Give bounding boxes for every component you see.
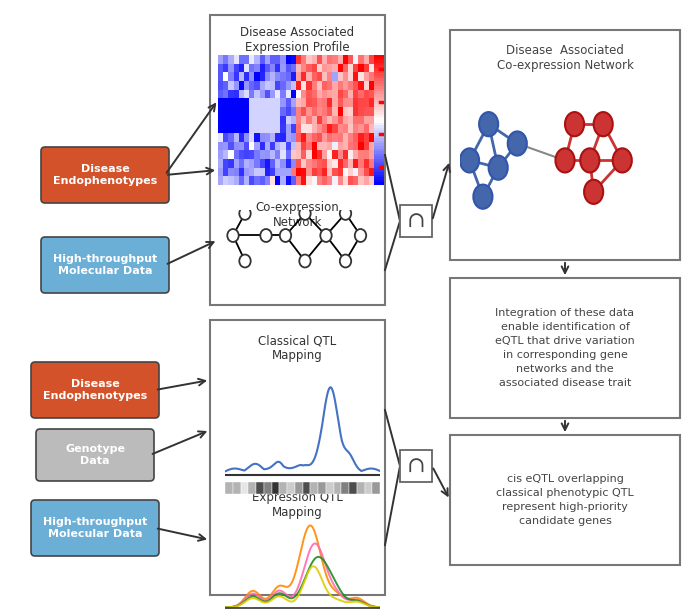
Bar (225, 481, 232, 494)
Bar (279, 481, 287, 494)
Bar (450, 278, 680, 418)
Circle shape (580, 148, 599, 172)
Text: cis eQTL overlapping
classical phenotypic QTL
represent high-priority
candidate : cis eQTL overlapping classical phenotypi… (496, 474, 634, 526)
Bar (333, 481, 342, 494)
FancyBboxPatch shape (41, 147, 169, 203)
Text: Integration of these data
enable identification of
eQTL that drive variation
in : Integration of these data enable identif… (495, 308, 635, 388)
Circle shape (239, 255, 251, 268)
Circle shape (321, 229, 332, 242)
Circle shape (340, 207, 351, 220)
Text: Disease
Endophenotypes: Disease Endophenotypes (53, 164, 157, 186)
Circle shape (612, 148, 632, 172)
FancyBboxPatch shape (41, 237, 169, 293)
Circle shape (508, 131, 527, 156)
Bar (349, 481, 357, 494)
Bar (241, 481, 248, 494)
Circle shape (556, 148, 575, 172)
Circle shape (479, 112, 498, 136)
Circle shape (460, 148, 479, 172)
Bar (210, 320, 385, 595)
Text: Expression QTL
Mapping: Expression QTL Mapping (252, 491, 343, 519)
Bar (326, 481, 333, 494)
FancyBboxPatch shape (31, 500, 159, 556)
Text: Disease  Associated
Co-expression Network: Disease Associated Co-expression Network (496, 44, 634, 72)
Text: High-throughput
Molecular Data: High-throughput Molecular Data (43, 517, 147, 539)
Text: Genotype
Data: Genotype Data (65, 444, 125, 466)
Text: Disease Associated
Expression Profile: Disease Associated Expression Profile (240, 26, 355, 54)
Circle shape (239, 207, 251, 220)
Circle shape (473, 185, 493, 209)
Bar (400, 205, 432, 237)
Bar (372, 481, 380, 494)
Bar (357, 481, 365, 494)
Text: ∩: ∩ (407, 455, 426, 477)
Circle shape (489, 156, 508, 180)
Bar (302, 481, 310, 494)
FancyBboxPatch shape (36, 429, 154, 481)
Bar (365, 481, 372, 494)
Bar (248, 481, 256, 494)
FancyBboxPatch shape (31, 362, 159, 418)
Bar (264, 481, 272, 494)
Circle shape (355, 229, 366, 242)
Bar (342, 481, 349, 494)
Bar (318, 481, 326, 494)
Bar (450, 435, 680, 565)
Circle shape (280, 229, 291, 242)
Circle shape (340, 255, 351, 268)
Bar (256, 481, 264, 494)
Bar (272, 481, 279, 494)
Bar (287, 481, 295, 494)
Circle shape (300, 207, 311, 220)
Circle shape (594, 112, 612, 136)
Circle shape (260, 229, 272, 242)
Bar (310, 481, 318, 494)
Bar (295, 481, 302, 494)
Text: Disease
Endophenotypes: Disease Endophenotypes (43, 379, 147, 401)
Text: ∩: ∩ (407, 210, 426, 232)
Bar (400, 450, 432, 482)
Circle shape (584, 180, 603, 204)
Circle shape (228, 229, 239, 242)
Circle shape (565, 112, 584, 136)
Text: High-throughput
Molecular Data: High-throughput Molecular Data (53, 254, 157, 276)
Bar (232, 481, 241, 494)
Circle shape (300, 255, 311, 268)
Text: Classical QTL
Mapping: Classical QTL Mapping (258, 334, 337, 362)
Text: Co-expression
Network: Co-expression Network (256, 201, 340, 229)
Bar (450, 30, 680, 260)
Bar (210, 15, 385, 305)
